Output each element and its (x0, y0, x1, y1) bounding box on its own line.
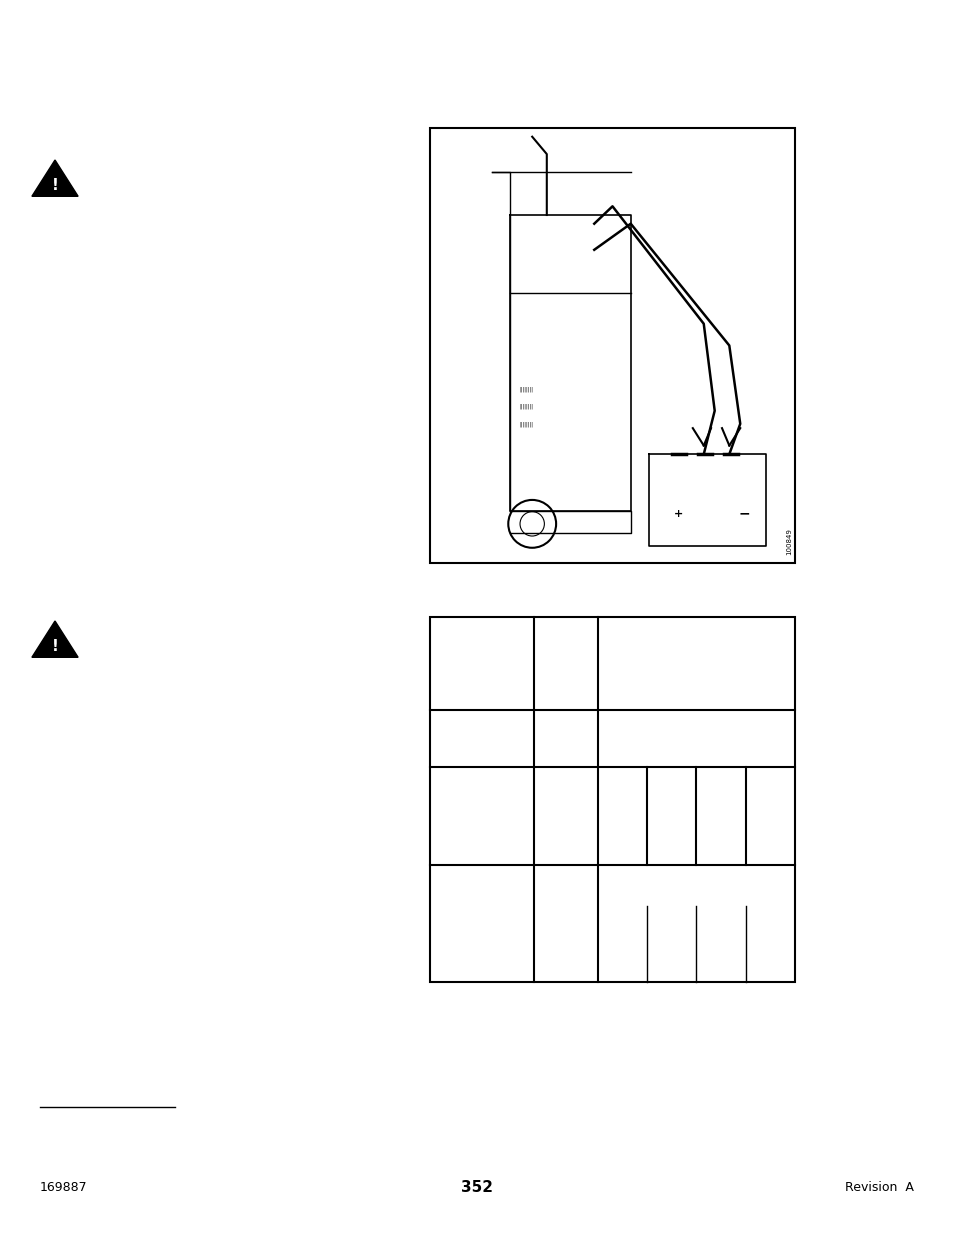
Text: ||||||||: |||||||| (518, 404, 533, 409)
Text: Revision  A: Revision A (844, 1182, 913, 1194)
Bar (430, 128, 794, 563)
Text: 169887: 169887 (40, 1182, 88, 1194)
Text: ||||||||: |||||||| (518, 421, 533, 426)
Polygon shape (31, 161, 78, 196)
Text: 100849: 100849 (785, 529, 791, 555)
Bar (430, 618, 794, 982)
Text: ||||||||: |||||||| (518, 387, 533, 391)
Polygon shape (31, 621, 78, 657)
Text: 352: 352 (460, 1181, 493, 1195)
Text: !: ! (51, 178, 58, 193)
Text: +: + (673, 509, 682, 519)
Text: !: ! (51, 638, 58, 653)
Text: −: − (739, 506, 750, 521)
